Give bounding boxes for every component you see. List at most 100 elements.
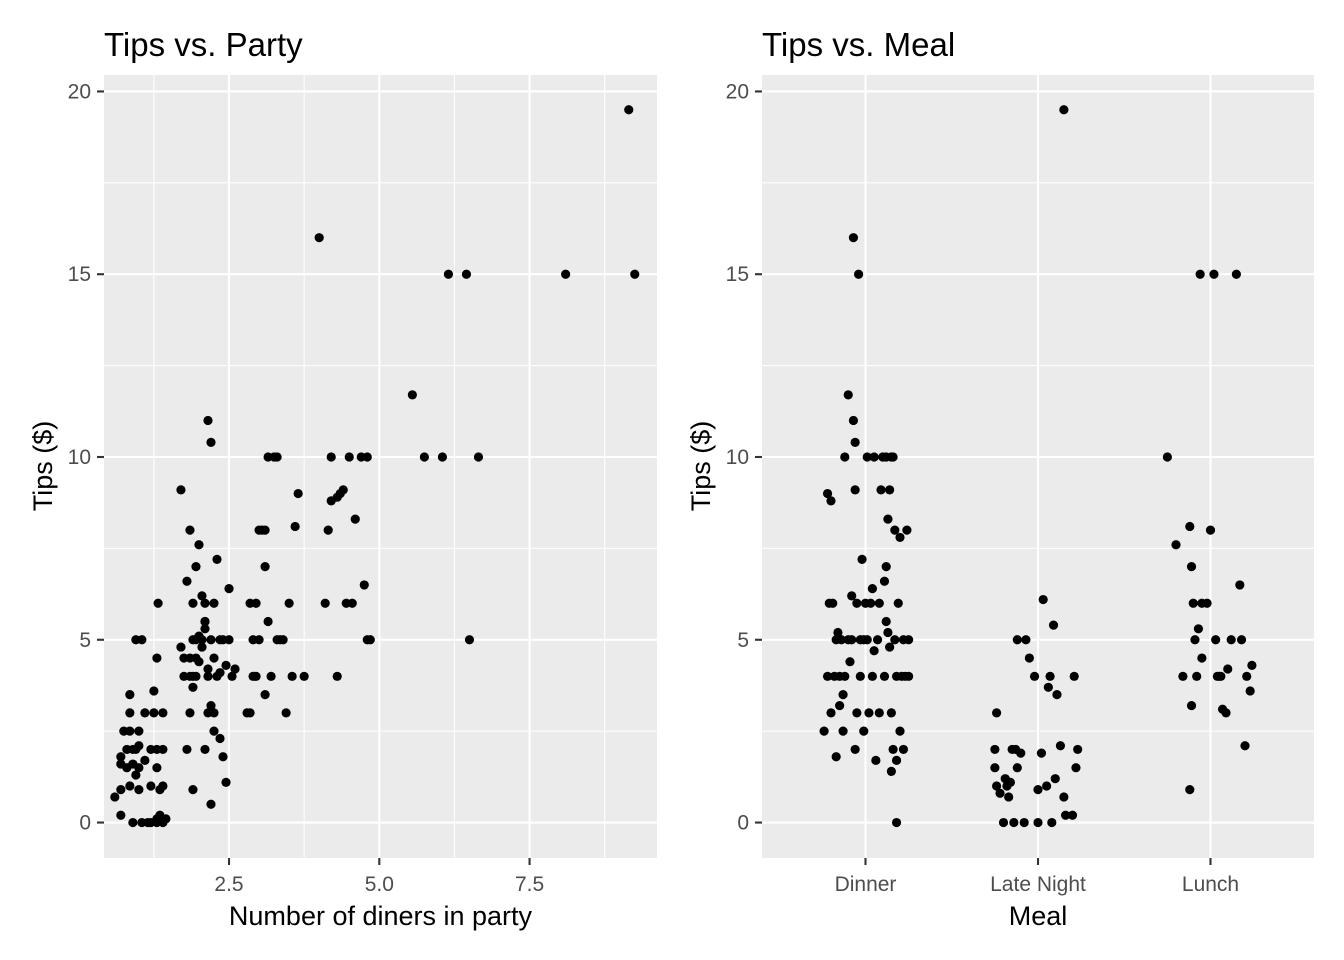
data-point-right-77: [904, 671, 914, 681]
data-point-left-110: [260, 690, 270, 700]
x-axis-title-left: Number of diners in party: [229, 901, 533, 931]
data-point-right-28: [852, 598, 862, 608]
data-point-right-43: [869, 452, 879, 462]
data-point-right-130: [1195, 269, 1205, 279]
chart-title-right: Tips vs. Meal: [762, 26, 955, 63]
data-point-right-119: [1162, 452, 1172, 462]
data-point-left-146: [419, 452, 429, 462]
data-point-left-20: [134, 741, 144, 751]
data-point-right-61: [886, 708, 896, 718]
chart-title-left: Tips vs. Party: [104, 26, 303, 63]
y-axis-title-left: Tips ($): [28, 421, 58, 512]
data-point-left-134: [332, 671, 342, 681]
data-point-left-28: [146, 781, 156, 791]
data-point-right-55: [883, 627, 893, 638]
data-point-right-108: [1048, 620, 1059, 630]
data-point-right-112: [1059, 792, 1069, 802]
data-point-left-101: [245, 708, 255, 718]
gridlines-left: [104, 75, 657, 858]
data-point-right-6: [828, 598, 838, 608]
data-point-right-39: [864, 708, 874, 718]
data-point-left-30: [149, 708, 159, 718]
data-point-right-106: [1045, 671, 1055, 681]
data-point-right-149: [1245, 686, 1255, 696]
data-point-right-73: [898, 744, 909, 755]
data-point-left-87: [206, 799, 216, 809]
data-point-left-78: [197, 591, 207, 601]
y-tick-label-left-3: 15: [68, 263, 91, 286]
data-point-left-143: [365, 635, 375, 645]
data-point-left-144: [326, 496, 336, 506]
data-point-left-25: [140, 708, 150, 718]
data-point-right-26: [850, 437, 860, 447]
data-point-right-118: [1050, 774, 1060, 784]
data-point-right-88: [1004, 792, 1014, 802]
plot-area-left: [104, 75, 657, 858]
data-point-right-40: [866, 598, 876, 608]
data-point-right-2: [822, 488, 833, 499]
x-tick-label-right-1: Late Night: [990, 873, 1086, 896]
data-point-right-133: [1202, 598, 1212, 608]
data-point-right-91: [1009, 817, 1019, 828]
data-point-left-88: [200, 744, 210, 755]
data-point-left-130: [326, 452, 336, 462]
data-point-right-139: [1216, 671, 1226, 681]
data-point-right-11: [835, 700, 845, 711]
data-point-right-85: [998, 817, 1009, 828]
data-point-left-79: [200, 598, 210, 608]
data-point-right-144: [1231, 269, 1241, 279]
data-point-left-111: [260, 562, 270, 572]
data-point-right-13: [836, 635, 846, 645]
data-point-right-25: [850, 485, 860, 495]
data-point-right-66: [891, 755, 902, 765]
data-point-right-111: [1059, 105, 1069, 115]
data-point-right-30: [854, 269, 864, 279]
points-right: [819, 105, 1257, 828]
data-point-left-97: [194, 631, 204, 641]
data-point-left-125: [254, 635, 264, 645]
data-point-right-1: [822, 671, 833, 681]
data-point-right-69: [893, 598, 903, 608]
data-point-right-123: [1185, 785, 1195, 795]
data-point-right-23: [848, 233, 859, 243]
data-point-left-98: [200, 624, 210, 634]
data-point-right-79: [881, 616, 891, 627]
data-point-right-97: [1021, 635, 1031, 645]
data-point-left-60: [200, 616, 210, 627]
data-point-left-138: [350, 514, 360, 524]
data-point-right-48: [874, 598, 884, 608]
data-point-left-58: [206, 635, 216, 645]
data-point-right-141: [1221, 708, 1231, 718]
data-point-right-82: [990, 763, 1000, 773]
data-point-right-75: [902, 525, 912, 535]
x-axis-title-right: Meal: [1009, 901, 1068, 931]
data-point-left-90: [176, 485, 186, 495]
x-tick-label-right-2: Lunch: [1182, 873, 1239, 896]
x-tick-label-left-0: 2.5: [214, 873, 243, 896]
data-point-right-81: [990, 744, 1000, 755]
y-tick-label-right-0: 0: [737, 812, 749, 835]
data-point-left-70: [230, 664, 240, 674]
axes-left: 2.5 5.0 7.5 0 5 10 15 20: [68, 80, 545, 896]
data-point-right-19: [843, 390, 853, 400]
data-point-right-127: [1190, 635, 1200, 645]
data-point-right-46: [872, 635, 883, 645]
data-point-right-35: [859, 726, 869, 736]
data-point-right-105: [1043, 682, 1053, 692]
data-point-right-115: [1069, 671, 1079, 681]
data-point-left-137: [347, 598, 357, 608]
panel-tips-vs-party: Tips vs. Party 2.5 5.0 7.5 0 5 10 15 20 Number …: [28, 26, 657, 931]
data-point-right-89: [1005, 777, 1016, 787]
data-point-right-114: [1067, 810, 1078, 820]
data-point-left-42: [158, 744, 168, 755]
data-point-left-63: [209, 726, 219, 736]
data-point-right-150: [1247, 660, 1257, 670]
y-tick-label-left-1: 5: [79, 629, 91, 652]
data-point-left-115: [272, 452, 282, 462]
data-point-left-122: [290, 521, 300, 532]
data-point-right-80: [992, 708, 1002, 718]
data-point-right-142: [1223, 664, 1233, 674]
data-point-right-98: [1024, 653, 1034, 663]
data-point-left-76: [191, 562, 201, 572]
data-point-right-60: [886, 766, 896, 776]
